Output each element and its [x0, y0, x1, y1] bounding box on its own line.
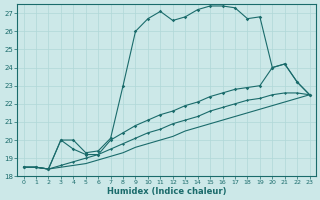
X-axis label: Humidex (Indice chaleur): Humidex (Indice chaleur) [107, 187, 226, 196]
